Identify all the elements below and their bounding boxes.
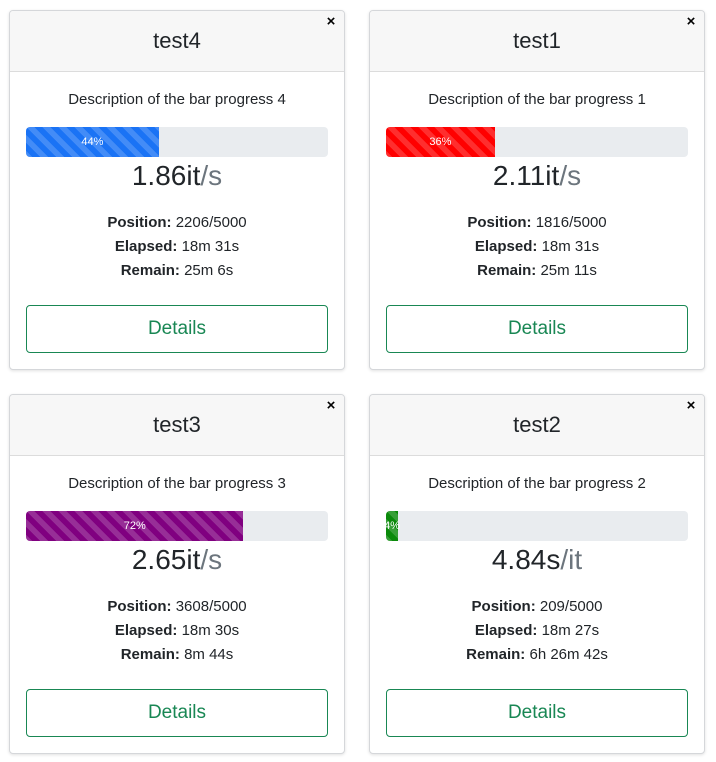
- elapsed-value: 18m 30s: [181, 622, 240, 639]
- position-label: Position:: [471, 598, 536, 615]
- progress-card: test4 × Description of the bar progress …: [9, 10, 345, 370]
- progress-bar: 44%: [26, 127, 159, 157]
- progress-track: 72%: [26, 511, 328, 541]
- position-label: Position:: [107, 214, 172, 231]
- position-value: 209/5000: [539, 598, 603, 615]
- remain-label: Remain:: [120, 646, 180, 663]
- stats-block: Position: 3608/5000 Elapsed: 18m 30s Rem…: [10, 595, 344, 667]
- card-header: test4 ×: [10, 11, 344, 72]
- rate-value: 2.11it: [492, 160, 560, 191]
- progress-card: test3 × Description of the bar progress …: [9, 394, 345, 754]
- stats-block: Position: 209/5000 Elapsed: 18m 27s Rema…: [370, 595, 704, 667]
- remain-line: Remain: 25m 11s: [370, 259, 704, 283]
- details-button[interactable]: Details: [386, 689, 688, 737]
- progress-description: Description of the bar progress 2: [428, 475, 646, 492]
- details-button[interactable]: Details: [26, 305, 328, 353]
- progress-description: Description of the bar progress 1: [428, 91, 646, 108]
- rate-value: 2.65it: [131, 544, 201, 575]
- elapsed-line: Elapsed: 18m 31s: [10, 235, 344, 259]
- details-button[interactable]: Details: [386, 305, 688, 353]
- remain-label: Remain:: [477, 262, 537, 279]
- card-header: test2 ×: [370, 395, 704, 456]
- progress-description: Description of the bar progress 3: [68, 475, 286, 492]
- progress-bar: 4%: [386, 511, 400, 541]
- elapsed-value: 18m 31s: [541, 238, 600, 255]
- close-icon[interactable]: ×: [326, 13, 336, 30]
- remain-line: Remain: 25m 6s: [10, 259, 344, 283]
- close-icon[interactable]: ×: [686, 13, 696, 30]
- rate-unit: /s: [200, 544, 223, 575]
- progress-card: test2 × Description of the bar progress …: [369, 394, 705, 754]
- rate-readout: 1.86it/s: [10, 159, 344, 193]
- card-title: test1: [513, 28, 561, 53]
- elapsed-label: Elapsed:: [114, 238, 178, 255]
- elapsed-line: Elapsed: 18m 27s: [370, 619, 704, 643]
- position-line: Position: 1816/5000: [370, 211, 704, 235]
- progress-card: test1 × Description of the bar progress …: [369, 10, 705, 370]
- elapsed-label: Elapsed:: [114, 622, 178, 639]
- elapsed-value: 18m 27s: [541, 622, 600, 639]
- remain-value: 8m 44s: [184, 646, 234, 663]
- rate-readout: 2.65it/s: [10, 543, 344, 577]
- progress-bar: 36%: [386, 127, 495, 157]
- card-title: test2: [513, 412, 561, 437]
- progress-description: Description of the bar progress 4: [68, 91, 286, 108]
- rate-readout: 4.84s/it: [370, 543, 704, 577]
- close-icon[interactable]: ×: [686, 397, 696, 414]
- progress-track: 44%: [26, 127, 328, 157]
- remain-line: Remain: 8m 44s: [10, 643, 344, 667]
- progress-track: 4%: [386, 511, 688, 541]
- position-label: Position:: [467, 214, 532, 231]
- remain-label: Remain:: [120, 262, 180, 279]
- rate-value: 1.86it: [131, 160, 201, 191]
- position-value: 1816/5000: [535, 214, 607, 231]
- remain-value: 6h 26m 42s: [529, 646, 608, 663]
- remain-value: 25m 11s: [540, 262, 597, 279]
- position-value: 3608/5000: [175, 598, 247, 615]
- position-line: Position: 2206/5000: [10, 211, 344, 235]
- rate-value: 4.84s: [491, 544, 561, 575]
- card-title: test3: [153, 412, 201, 437]
- stats-block: Position: 2206/5000 Elapsed: 18m 31s Rem…: [10, 211, 344, 283]
- position-line: Position: 209/5000: [370, 595, 704, 619]
- details-button[interactable]: Details: [26, 689, 328, 737]
- remain-value: 25m 6s: [184, 262, 234, 279]
- position-value: 2206/5000: [175, 214, 247, 231]
- elapsed-line: Elapsed: 18m 30s: [10, 619, 344, 643]
- card-title: test4: [153, 28, 201, 53]
- elapsed-value: 18m 31s: [181, 238, 240, 255]
- position-line: Position: 3608/5000: [10, 595, 344, 619]
- elapsed-label: Elapsed:: [474, 622, 538, 639]
- elapsed-line: Elapsed: 18m 31s: [370, 235, 704, 259]
- card-header: test3 ×: [10, 395, 344, 456]
- stats-block: Position: 1816/5000 Elapsed: 18m 31s Rem…: [370, 211, 704, 283]
- progress-track: 36%: [386, 127, 688, 157]
- position-label: Position:: [107, 598, 172, 615]
- progress-bar: 72%: [26, 511, 244, 541]
- card-header: test1 ×: [370, 11, 704, 72]
- rate-unit: /s: [200, 160, 223, 191]
- rate-unit: /it: [560, 544, 583, 575]
- remain-label: Remain:: [466, 646, 526, 663]
- close-icon[interactable]: ×: [326, 397, 336, 414]
- elapsed-label: Elapsed:: [474, 238, 538, 255]
- rate-unit: /s: [559, 160, 582, 191]
- remain-line: Remain: 6h 26m 42s: [370, 643, 704, 667]
- rate-readout: 2.11it/s: [370, 159, 704, 193]
